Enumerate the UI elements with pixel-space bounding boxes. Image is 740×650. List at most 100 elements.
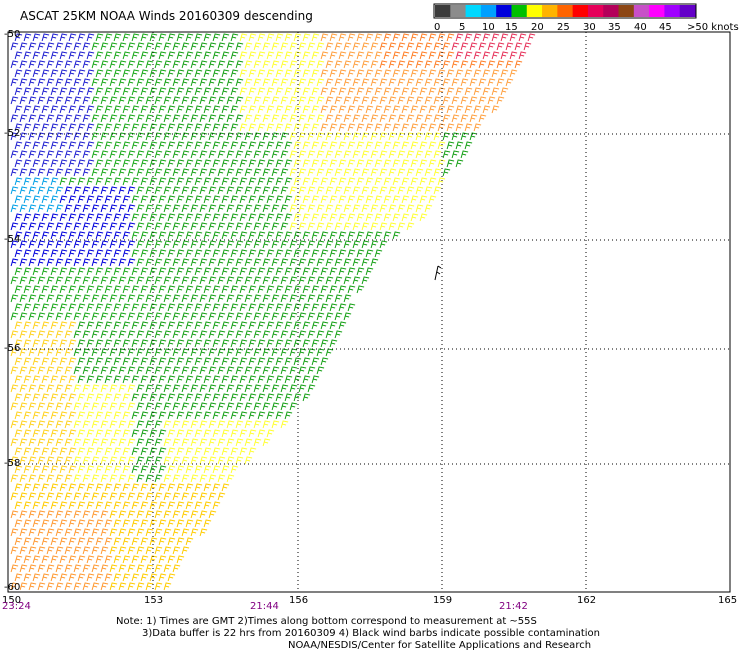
wind-barb — [10, 78, 19, 87]
wind-barb — [127, 474, 136, 483]
wind-barb — [397, 168, 406, 177]
wind-barb — [14, 141, 23, 150]
wind-barb — [86, 357, 95, 366]
wind-barb — [59, 357, 68, 366]
wind-barb — [14, 519, 23, 528]
wind-barb — [140, 447, 149, 456]
wind-barb — [109, 168, 118, 177]
wind-barb — [275, 267, 284, 276]
wind-barb — [361, 114, 370, 123]
wind-barb — [181, 276, 190, 285]
wind-barb — [77, 411, 86, 420]
wind-barb — [316, 258, 325, 267]
wind-barb — [176, 51, 185, 60]
wind-barb — [68, 231, 77, 240]
wind-barb — [167, 213, 176, 222]
wind-barb — [176, 447, 185, 456]
wind-barb — [59, 393, 68, 402]
wind-barb — [109, 528, 118, 537]
wind-barb — [293, 87, 302, 96]
wind-barb — [491, 33, 500, 42]
wind-barb — [365, 267, 374, 276]
wind-barb — [217, 366, 226, 375]
wind-barb — [284, 375, 293, 384]
wind-barb — [14, 501, 23, 510]
wind-barb — [397, 96, 406, 105]
wind-barb — [415, 42, 424, 51]
wind-barb — [352, 186, 361, 195]
wind-barb — [109, 150, 118, 159]
wind-barb — [302, 195, 311, 204]
wind-barb — [82, 330, 91, 339]
wind-barb — [59, 573, 68, 582]
wind-barb — [284, 321, 293, 330]
wind-barb — [127, 546, 136, 555]
wind-barb — [361, 222, 370, 231]
wind-barb — [149, 375, 158, 384]
wind-barb — [122, 573, 131, 582]
wind-barb — [41, 537, 50, 546]
wind-barb — [262, 114, 271, 123]
wind-barb — [226, 60, 235, 69]
wind-barb — [172, 366, 181, 375]
wind-barb — [320, 303, 329, 312]
wind-barb — [118, 42, 127, 51]
wind-barb — [199, 402, 208, 411]
wind-barb — [334, 78, 343, 87]
wind-barb — [221, 321, 230, 330]
wind-barb — [77, 339, 86, 348]
wind-barb — [64, 510, 73, 519]
lat-labels: -50 -52 -54 -56 -58 -60 — [4, 29, 20, 593]
wind-barb — [59, 537, 68, 546]
wind-barb — [145, 294, 154, 303]
wind-barb — [212, 51, 221, 60]
wind-barb — [82, 258, 91, 267]
wind-barb — [68, 249, 77, 258]
wind-barb — [77, 123, 86, 132]
wind-barb — [100, 222, 109, 231]
wind-barb — [149, 69, 158, 78]
wind-barb — [199, 60, 208, 69]
wind-barb — [289, 168, 298, 177]
wind-barb — [235, 150, 244, 159]
wind-barb — [338, 195, 347, 204]
wind-barb — [50, 33, 59, 42]
wind-barb — [82, 312, 91, 321]
wind-barb — [158, 69, 167, 78]
wind-barb — [149, 213, 158, 222]
wind-barb — [118, 474, 127, 483]
wind-barb — [356, 177, 365, 186]
wind-barb — [356, 123, 365, 132]
wind-barb — [145, 114, 154, 123]
wind-barb — [41, 141, 50, 150]
wind-barb — [437, 141, 446, 150]
wind-barb — [388, 150, 397, 159]
wind-barb — [275, 87, 284, 96]
wind-barb — [257, 411, 266, 420]
wind-barb — [307, 78, 316, 87]
wind-barb — [505, 42, 514, 51]
wind-barb — [10, 528, 19, 537]
legend-swatch — [542, 5, 558, 17]
wind-barb — [293, 339, 302, 348]
wind-barb — [275, 357, 284, 366]
wind-barb — [145, 150, 154, 159]
wind-barb — [158, 429, 167, 438]
wind-barb — [230, 231, 239, 240]
wind-barb — [127, 582, 136, 591]
wind-barb — [113, 285, 122, 294]
wind-barb — [356, 267, 365, 276]
wind-barb — [307, 42, 316, 51]
wind-barb — [325, 276, 334, 285]
wind-barb — [374, 87, 383, 96]
wind-barb — [19, 132, 28, 141]
wind-barb — [419, 141, 428, 150]
wind-barb — [248, 105, 257, 114]
wind-barb — [23, 375, 32, 384]
wind-barb — [289, 114, 298, 123]
wind-barb — [253, 222, 262, 231]
wind-barb — [248, 33, 257, 42]
wind-barb — [136, 366, 145, 375]
legend-swatch — [450, 5, 467, 17]
wind-barb — [185, 177, 194, 186]
